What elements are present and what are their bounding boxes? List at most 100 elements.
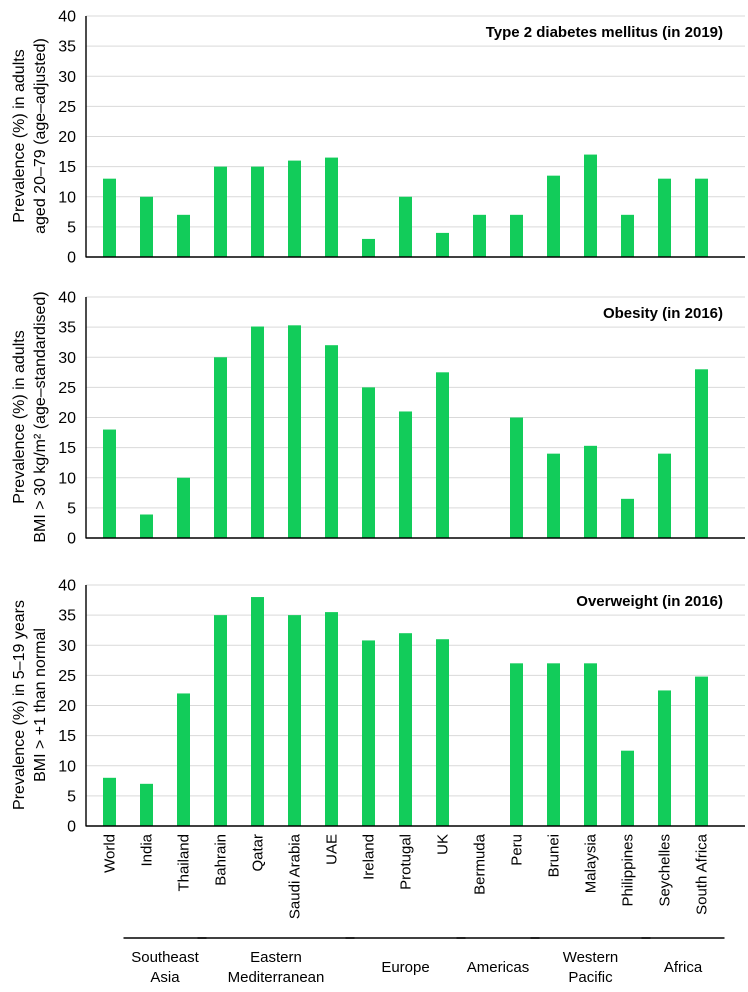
chart-panel-3: 0 5 10 15 20 25 30 35 40 Overweight (in 2016) Prev… [11, 578, 745, 836]
x-tick-label: Bermuda [472, 833, 489, 895]
y-axis-label: BMI > +1 than normal [32, 628, 49, 782]
y-tick-label: 10 [58, 189, 76, 206]
bar-philippines [621, 750, 634, 826]
bar-thailand [177, 214, 190, 257]
y-tick-label: 20 [58, 698, 76, 715]
x-tick-label: Ireland [361, 834, 378, 880]
bar-philippines [621, 498, 634, 538]
y-tick-label: 15 [58, 159, 76, 176]
y-tick-label: 40 [58, 290, 76, 307]
bar-south-africa [695, 369, 708, 538]
y-tick-label: 20 [58, 410, 76, 427]
x-tick-label: UAE [324, 834, 341, 865]
region-groups: Southeast Asia Eastern Mediterranean Europe A… [123, 937, 725, 986]
bar-seychelles [658, 178, 671, 257]
y-tick-label: 10 [58, 470, 76, 487]
x-tick-label: UK [435, 834, 452, 855]
bar-brunei [547, 453, 560, 538]
y-tick-label: 0 [67, 531, 76, 548]
bar-uk [436, 639, 449, 826]
bar-uae [325, 345, 338, 538]
y-axis-label: Prevalence (%) in adults [11, 49, 28, 222]
bar-malaysia [584, 663, 597, 826]
chart-panel-1: 0 5 10 15 20 25 30 35 40 Type 2 diabetes mellitus… [11, 9, 745, 267]
bar-protugal [399, 411, 412, 538]
y-tick-label: 5 [67, 500, 76, 517]
bar-uk [436, 372, 449, 538]
bar-south-africa [695, 178, 708, 257]
bar-saudi-arabia [288, 325, 301, 538]
region-label: Pacific [568, 969, 613, 986]
bar-qatar [251, 166, 264, 257]
bar-brunei [547, 175, 560, 257]
y-axis-label: BMI > 30 kg/m² (age–standardised) [32, 291, 49, 542]
y-tick-label: 0 [67, 819, 76, 836]
bar-seychelles [658, 690, 671, 826]
y-tick-label: 35 [58, 320, 76, 337]
bar-protugal [399, 196, 412, 257]
chart-title: Overweight (in 2016) [576, 593, 723, 610]
region-label: Africa [664, 959, 703, 976]
bar-saudi-arabia [288, 160, 301, 257]
bar-malaysia [584, 445, 597, 538]
bar-bahrain [214, 166, 227, 257]
x-tick-label: Bahrain [213, 834, 230, 886]
y-tick-label: 40 [58, 9, 76, 26]
x-category-labels: World India Thailand Bahrain Qatar Saudi Arab… [102, 833, 711, 919]
y-tick-label: 25 [58, 668, 76, 685]
bar-brunei [547, 663, 560, 826]
region-label: Western [563, 949, 619, 966]
y-tick-label: 40 [58, 578, 76, 595]
region-label: Eastern [250, 949, 302, 966]
y-tick-label: 35 [58, 39, 76, 56]
bar-bahrain [214, 615, 227, 826]
bar-qatar [251, 326, 264, 538]
bar-bahrain [214, 357, 227, 538]
region-label: Americas [467, 959, 530, 976]
x-tick-label: India [139, 833, 156, 866]
bar-thailand [177, 477, 190, 538]
bar-ireland [362, 640, 375, 826]
bar-ireland [362, 238, 375, 257]
bar-india [140, 196, 153, 257]
bar-protugal [399, 633, 412, 826]
y-axis-label: aged 20–79 (age–adjusted) [32, 38, 49, 234]
x-tick-label: Protugal [398, 834, 415, 890]
y-tick-label: 35 [58, 608, 76, 625]
bar-uae [325, 157, 338, 257]
chart-panel-2: 0 5 10 15 20 25 30 35 40 Obesity (in 2016) Prevale… [11, 290, 745, 548]
bar-bermuda [473, 214, 486, 257]
y-tick-label: 25 [58, 99, 76, 116]
bar-india [140, 514, 153, 538]
region-label: Asia [150, 969, 180, 986]
x-tick-label: Peru [509, 834, 526, 866]
bar-uae [325, 612, 338, 826]
y-tick-label: 30 [58, 638, 76, 655]
bar-peru [510, 663, 523, 826]
bar-ireland [362, 387, 375, 538]
y-tick-label: 0 [67, 250, 76, 267]
y-axis-label: Prevalence (%) in 5–19 years [11, 600, 28, 810]
bar-qatar [251, 597, 264, 826]
bar-malaysia [584, 154, 597, 257]
bar-world [103, 178, 116, 257]
bar-world [103, 777, 116, 826]
region-label: Southeast [131, 949, 199, 966]
x-tick-label: Saudi Arabia [287, 833, 304, 919]
bar-south-africa [695, 676, 708, 826]
x-tick-label: Brunei [546, 834, 563, 877]
y-tick-label: 30 [58, 350, 76, 367]
chart-title: Type 2 diabetes mellitus (in 2019) [486, 24, 723, 41]
x-tick-label: Seychelles [657, 834, 674, 907]
bar-seychelles [658, 453, 671, 538]
y-axis-label: Prevalence (%) in adults [11, 330, 28, 503]
bar-uk [436, 232, 449, 257]
bar-saudi-arabia [288, 615, 301, 826]
y-tick-label: 25 [58, 380, 76, 397]
x-tick-label: Thailand [176, 834, 193, 892]
x-tick-label: Qatar [250, 834, 267, 872]
y-tick-label: 5 [67, 219, 76, 236]
bar-peru [510, 214, 523, 257]
y-tick-label: 5 [67, 788, 76, 805]
